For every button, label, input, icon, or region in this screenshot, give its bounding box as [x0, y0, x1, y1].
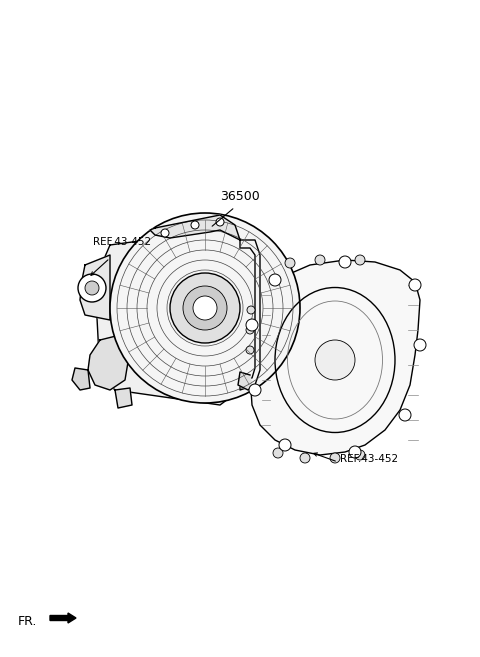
Circle shape: [246, 319, 258, 331]
Circle shape: [193, 296, 217, 320]
Circle shape: [269, 274, 281, 286]
Circle shape: [399, 409, 411, 421]
Circle shape: [85, 281, 99, 295]
Polygon shape: [250, 260, 420, 455]
Circle shape: [183, 286, 227, 330]
Circle shape: [246, 326, 254, 334]
Polygon shape: [115, 388, 132, 408]
Text: FR.: FR.: [18, 615, 37, 628]
Polygon shape: [88, 335, 130, 390]
Circle shape: [216, 218, 224, 226]
Text: 36500: 36500: [220, 190, 260, 203]
Circle shape: [330, 453, 340, 463]
Circle shape: [110, 213, 300, 403]
Circle shape: [349, 446, 361, 458]
Circle shape: [285, 258, 295, 268]
Circle shape: [315, 340, 355, 380]
Polygon shape: [150, 215, 240, 240]
Circle shape: [273, 448, 283, 458]
Circle shape: [78, 274, 106, 302]
Polygon shape: [95, 230, 245, 405]
Polygon shape: [240, 240, 260, 390]
Text: REF.43-452: REF.43-452: [93, 237, 151, 247]
Text: REF.43-452: REF.43-452: [340, 454, 398, 464]
Circle shape: [355, 255, 365, 265]
Circle shape: [161, 229, 169, 237]
Polygon shape: [72, 368, 90, 390]
Circle shape: [170, 273, 240, 343]
Circle shape: [409, 279, 421, 291]
Polygon shape: [238, 372, 252, 390]
Circle shape: [339, 256, 351, 268]
Circle shape: [249, 384, 261, 396]
Circle shape: [355, 450, 365, 460]
Circle shape: [414, 339, 426, 351]
Circle shape: [300, 453, 310, 463]
Circle shape: [279, 439, 291, 451]
Polygon shape: [80, 255, 110, 320]
Circle shape: [191, 221, 199, 229]
Circle shape: [315, 255, 325, 265]
Circle shape: [246, 346, 254, 354]
Circle shape: [247, 306, 255, 314]
FancyArrow shape: [50, 613, 76, 623]
